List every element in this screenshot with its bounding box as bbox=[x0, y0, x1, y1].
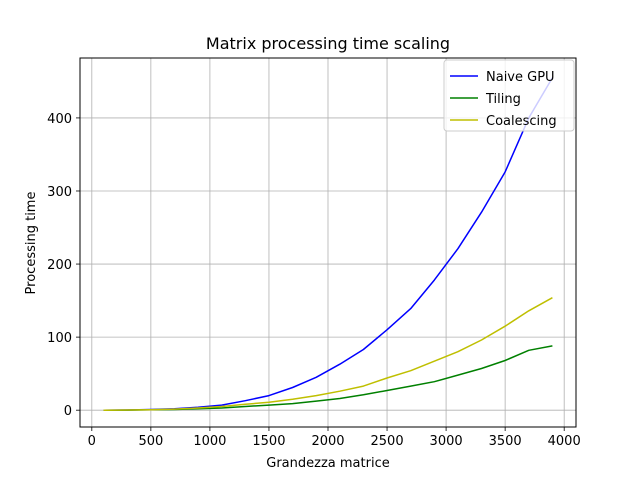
legend-label: Naive GPU bbox=[486, 70, 555, 85]
y-axis-title: Processing time bbox=[24, 192, 39, 295]
y-tick-label: 300 bbox=[47, 185, 72, 200]
y-tick-label: 0 bbox=[64, 404, 72, 419]
y-tick-label: 400 bbox=[47, 112, 72, 127]
legend-label: Coalescing bbox=[486, 114, 557, 129]
plot-lines bbox=[103, 77, 554, 411]
x-tick-label: 2500 bbox=[371, 434, 404, 449]
x-tick-label: 1500 bbox=[252, 434, 285, 449]
x-tick-label: 0 bbox=[88, 434, 96, 449]
x-tick-label: 4000 bbox=[548, 434, 581, 449]
y-tick-label: 100 bbox=[47, 331, 72, 346]
legend-box bbox=[443, 59, 575, 132]
x-tick-label: 2000 bbox=[311, 434, 344, 449]
x-tick-label: 1000 bbox=[193, 434, 226, 449]
x-axis-title: Grandezza matrice bbox=[266, 456, 389, 471]
axes-ticks: 0 500 1000 1500 2000 2500 3000 3500 4000 0 100 200 3… bbox=[47, 112, 581, 449]
legend-label: Tiling bbox=[485, 92, 521, 107]
series-line-coalescing bbox=[103, 297, 553, 411]
chart-title: Matrix processing time scaling bbox=[206, 34, 450, 53]
legend: Naive GPU Tiling Coalescing bbox=[443, 59, 575, 132]
x-tick-label: 3500 bbox=[489, 434, 522, 449]
x-tick-label: 500 bbox=[138, 434, 163, 449]
x-tick-label: 3000 bbox=[430, 434, 463, 449]
y-tick-label: 200 bbox=[47, 258, 72, 273]
